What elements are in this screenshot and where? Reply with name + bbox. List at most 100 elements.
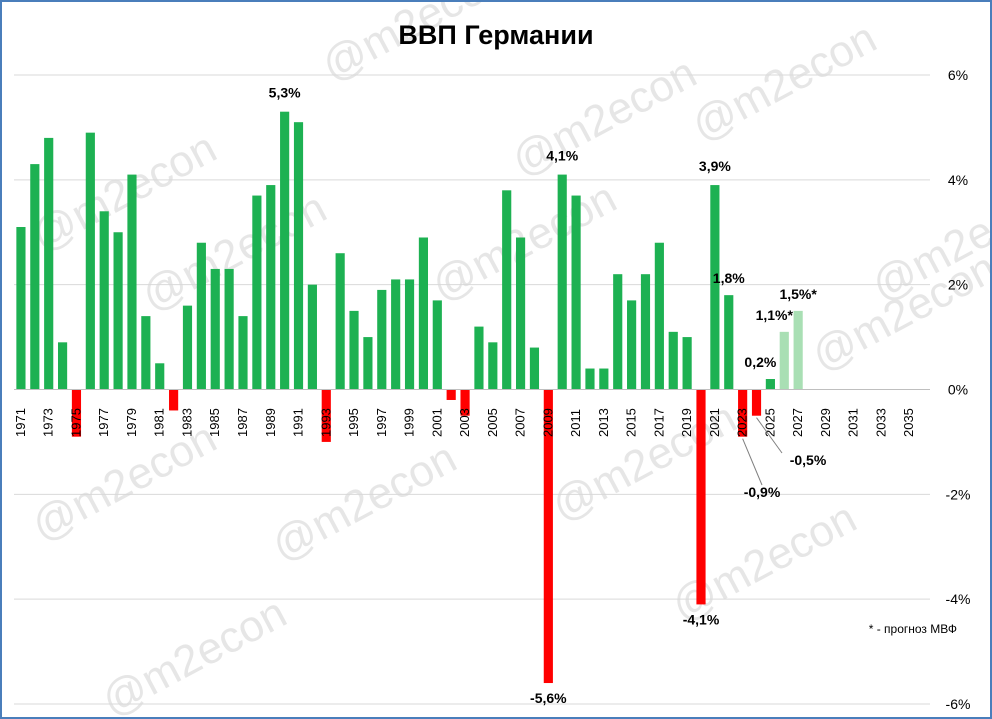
bar-2003 — [460, 389, 470, 416]
watermark-text: @m2econ — [664, 493, 865, 631]
bar-2000 — [418, 237, 429, 390]
bar-2004 — [474, 326, 484, 390]
x-tick-label: 2019 — [679, 408, 694, 437]
x-tick-label: 1971 — [13, 408, 28, 437]
bar-2012 — [585, 368, 595, 390]
data-label-1990: 5,3% — [269, 85, 301, 101]
bar-2022 — [724, 295, 734, 390]
x-tick-label: 1981 — [152, 408, 167, 437]
bar-1972 — [30, 164, 40, 390]
bar-2002 — [446, 389, 456, 400]
x-tick-label: 1977 — [96, 408, 111, 437]
bar-1995 — [349, 310, 359, 390]
x-tick-label: 2027 — [790, 408, 805, 437]
y-tick-label: 6% — [948, 67, 968, 83]
x-tick-label: 2025 — [762, 408, 777, 437]
bar-2011 — [571, 195, 581, 390]
bar-1986 — [224, 268, 234, 390]
bar-2027 — [793, 310, 803, 390]
y-axis-ticks: 6% 4% 2% 0% -2% -4% -6% — [946, 67, 971, 712]
x-tick-label: 2017 — [651, 408, 666, 437]
x-tick-label: 2001 — [429, 408, 444, 437]
y-tick-label: 2% — [948, 277, 968, 293]
x-tick-label: 2015 — [624, 408, 639, 437]
bar-1991 — [293, 122, 304, 390]
x-tick-label: 2023 — [735, 408, 750, 437]
footnote: * - прогноз МВФ — [869, 622, 957, 636]
data-label-2027: 1,5%* — [779, 286, 817, 302]
x-tick-label: 1991 — [291, 408, 306, 437]
y-tick-label: 0% — [948, 382, 968, 398]
bar-1971 — [16, 227, 26, 390]
data-label-2026: 1,1%* — [756, 307, 794, 323]
bar-1977 — [99, 211, 109, 390]
bar-2016 — [640, 274, 651, 390]
bar-2001 — [432, 300, 442, 390]
bar-1984 — [196, 242, 206, 390]
watermark-text: @m2econ — [24, 123, 225, 261]
watermark-text: @m2econ — [264, 433, 465, 571]
bar-1978 — [113, 232, 123, 390]
bar-1985 — [210, 268, 220, 390]
bar-1990 — [280, 111, 290, 390]
bar-1994 — [335, 253, 345, 390]
bar-2015 — [627, 300, 637, 390]
bar-2026 — [779, 331, 789, 390]
x-tick-label: 1999 — [402, 408, 417, 437]
x-tick-label: 2007 — [513, 408, 528, 437]
x-tick-label: 2035 — [901, 408, 916, 437]
x-tick-label: 2029 — [818, 408, 833, 437]
bar-2006 — [502, 190, 512, 390]
bar-1989 — [266, 185, 276, 390]
data-label-2024: -0,5% — [790, 452, 827, 468]
chart-title: ВВП Германии — [398, 20, 593, 50]
watermark-text: @m2econ — [504, 48, 705, 186]
x-tick-label: 1987 — [235, 408, 250, 437]
bar-1997 — [377, 289, 387, 390]
x-tick-label: 1985 — [207, 408, 222, 437]
bar-1992 — [307, 284, 317, 390]
data-label-2022: 1,8% — [713, 270, 745, 286]
x-tick-label: 1995 — [346, 408, 361, 437]
bar-2008 — [529, 347, 540, 390]
x-tick-label: 2003 — [457, 408, 472, 437]
gridlines — [14, 74, 930, 705]
bar-2009 — [543, 389, 553, 684]
x-tick-label: 2009 — [540, 408, 555, 437]
x-tick-label: 2011 — [568, 409, 583, 437]
data-label-2021: 3,9% — [699, 158, 731, 174]
watermark-text: @m2econ — [94, 588, 295, 717]
leader-lines — [742, 417, 783, 486]
x-tick-label: 2031 — [846, 408, 861, 437]
bars — [16, 111, 803, 684]
leader-line-2023 — [742, 438, 763, 486]
bar-1988 — [252, 195, 262, 390]
bar-1980 — [141, 316, 151, 390]
watermark-text: @m2econ — [684, 13, 885, 151]
x-tick-label: 1975 — [68, 408, 83, 437]
bar-1998 — [391, 279, 401, 390]
bar-2024 — [751, 389, 762, 416]
bar-1993 — [321, 389, 331, 442]
bar-2025 — [765, 379, 775, 390]
data-label-2025: 0,2% — [744, 354, 776, 370]
y-tick-label: -4% — [946, 591, 971, 607]
bar-2019 — [682, 337, 692, 390]
y-tick-label: 4% — [948, 172, 968, 188]
bar-2013 — [599, 368, 609, 390]
data-label-2010: 4,1% — [546, 148, 578, 164]
bar-1975 — [71, 389, 82, 437]
leader-line-2024 — [756, 417, 783, 454]
bar-2021 — [710, 185, 720, 390]
bar-1979 — [127, 174, 137, 390]
bar-2010 — [557, 174, 567, 390]
x-tick-label: 2021 — [707, 408, 722, 437]
y-tick-label: -6% — [946, 696, 971, 712]
bar-1974 — [57, 342, 68, 390]
watermark-text: @m2econ — [134, 183, 335, 321]
x-axis-ticks: 1971 1973 1975 1977 1979 1981 1983 1985 1987 1989… — [13, 408, 916, 437]
bar-2018 — [668, 331, 678, 390]
bar-1976 — [85, 132, 95, 390]
